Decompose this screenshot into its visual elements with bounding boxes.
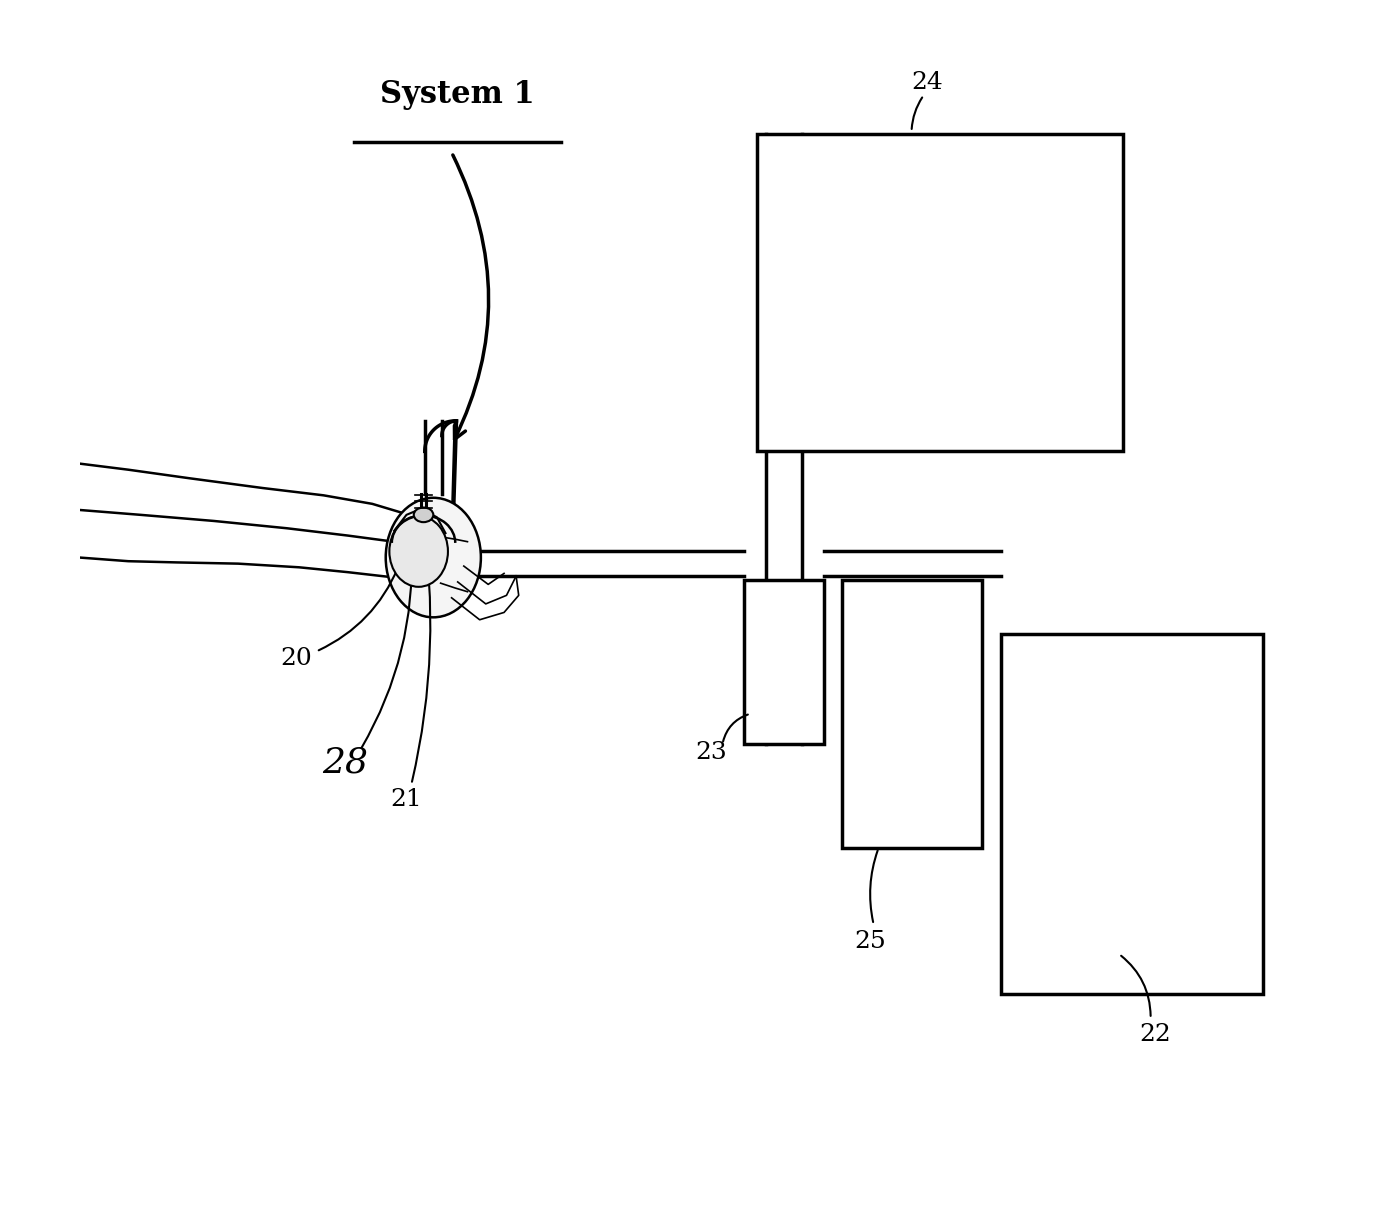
Bar <box>745 580 823 744</box>
Text: 23: 23 <box>695 742 727 764</box>
Text: 25: 25 <box>854 931 885 953</box>
Text: 28: 28 <box>323 745 368 780</box>
Text: System 1: System 1 <box>381 79 535 110</box>
Ellipse shape <box>389 516 448 587</box>
Text: 20: 20 <box>281 648 313 670</box>
Bar <box>757 134 1123 451</box>
Text: 21: 21 <box>390 788 422 810</box>
Ellipse shape <box>414 508 433 522</box>
Text: 24: 24 <box>912 72 943 94</box>
Bar <box>1001 634 1263 994</box>
Bar <box>843 580 982 848</box>
Ellipse shape <box>386 498 481 617</box>
Text: 22: 22 <box>1139 1024 1171 1046</box>
